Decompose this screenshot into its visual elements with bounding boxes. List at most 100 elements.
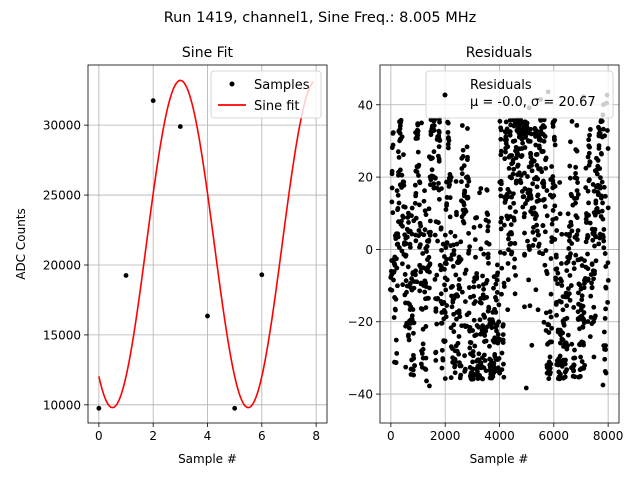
residual-point (594, 206, 600, 211)
residual-point (481, 286, 487, 292)
residual-point (552, 183, 558, 189)
residual-point (491, 285, 496, 291)
sine-fit-ytick-label: 30000 (43, 119, 81, 133)
residual-point (432, 277, 438, 282)
residual-point (400, 179, 406, 185)
residual-point (451, 322, 457, 328)
residual-point (470, 359, 475, 365)
residual-point (464, 183, 470, 189)
residual-point (509, 249, 515, 255)
residual-point (478, 186, 484, 191)
residual-point (418, 269, 424, 275)
residual-point (445, 141, 451, 147)
residual-point (447, 214, 453, 220)
residual-point (463, 209, 469, 214)
residual-point (592, 271, 597, 277)
sample-point (150, 98, 156, 104)
residual-point (453, 272, 459, 278)
residual-point (544, 188, 550, 193)
residual-point (473, 254, 478, 260)
residual-point (595, 190, 601, 196)
sine-fit-xtick-label: 8 (312, 429, 320, 443)
residual-point (493, 281, 499, 287)
residual-point (478, 246, 484, 252)
residual-point (471, 293, 477, 299)
residual-point (553, 252, 559, 258)
residual-point (436, 128, 442, 134)
residual-point (427, 383, 432, 389)
residual-point (406, 333, 411, 339)
residual-point (558, 261, 564, 266)
residual-point (527, 303, 533, 309)
residual-point (427, 285, 432, 291)
residual-point (391, 315, 397, 320)
residual-point (435, 296, 441, 301)
residual-point (560, 337, 566, 343)
residual-point (494, 277, 500, 283)
residual-point (436, 144, 442, 150)
residual-point (394, 265, 400, 271)
residual-point (528, 126, 533, 132)
residual-point (428, 132, 434, 138)
residual-point (487, 356, 493, 362)
residual-point (504, 129, 510, 135)
residual-point (546, 322, 552, 328)
residual-point (462, 353, 467, 359)
residual-point (426, 295, 431, 301)
residual-point (503, 119, 509, 125)
residual-point (423, 305, 429, 311)
residual-point (480, 376, 486, 382)
residual-point (518, 180, 524, 186)
residual-point (390, 210, 396, 216)
residual-point (603, 264, 609, 269)
residual-point (419, 351, 425, 356)
residual-point (399, 248, 405, 254)
residual-point (599, 193, 604, 199)
residual-point (571, 305, 577, 310)
residual-point (499, 367, 505, 372)
residual-point (411, 352, 416, 358)
residual-point (416, 162, 422, 168)
residual-point (450, 263, 456, 269)
residual-point (389, 168, 395, 174)
residual-point (422, 208, 428, 214)
residual-point (466, 230, 471, 236)
residual-point (587, 220, 593, 226)
residual-point (587, 334, 593, 340)
residual-point (486, 260, 491, 266)
residual-point (470, 376, 476, 382)
residual-point (448, 229, 454, 235)
residual-point (525, 238, 530, 244)
residual-point (589, 262, 595, 267)
residual-point (571, 368, 576, 373)
residual-point (445, 145, 451, 151)
residual-point (502, 251, 507, 256)
residual-point (438, 291, 444, 297)
figure-suptitle: Run 1419, channel1, Sine Freq.: 8.005 MH… (164, 10, 477, 26)
residual-point (577, 282, 583, 288)
residual-point (586, 150, 592, 156)
residual-point (393, 296, 399, 302)
residual-point (486, 219, 491, 224)
residual-point (542, 262, 548, 268)
residual-point (540, 223, 546, 228)
residual-point (493, 309, 499, 315)
residual-point (561, 322, 567, 328)
sine-fit-curve (98, 79, 315, 409)
residual-point (557, 211, 563, 217)
residual-point (567, 297, 573, 303)
sine-fit-ytick-label: 15000 (43, 328, 81, 342)
residual-point (390, 130, 396, 135)
residual-point (440, 357, 446, 363)
residual-point (581, 320, 587, 326)
residuals-panel: Residuals Sample # 0 2000 4000 6000 8000 −40 −… (348, 45, 624, 466)
residual-point (471, 317, 477, 323)
residual-point (548, 370, 553, 375)
residual-point (474, 215, 480, 220)
residual-point (443, 287, 449, 293)
residual-point (576, 290, 581, 296)
residual-point (431, 149, 437, 155)
residual-point (443, 261, 449, 267)
residual-point (477, 317, 483, 323)
residuals-ytick-label: 40 (358, 98, 373, 112)
